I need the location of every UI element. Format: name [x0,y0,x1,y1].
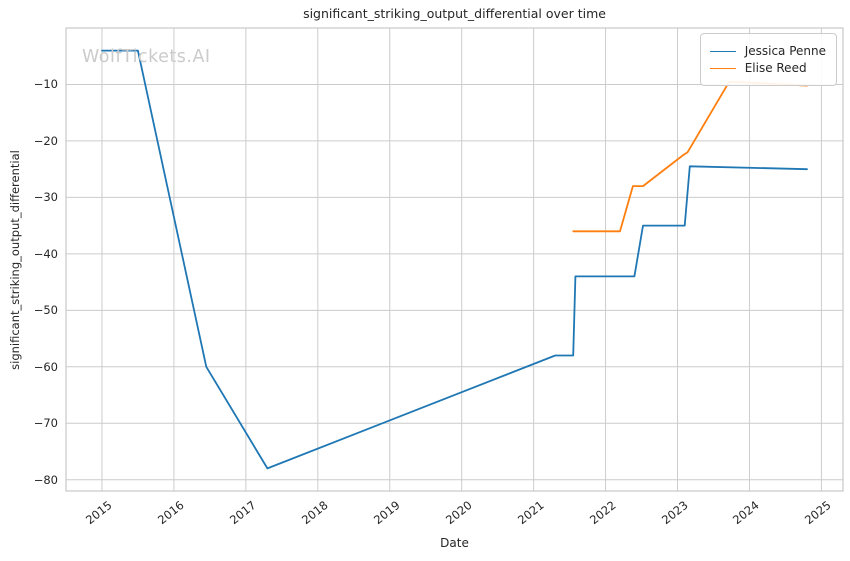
legend-line-swatch-icon [709,50,736,52]
plot-frame [65,27,844,492]
legend-items: Jessica Penne Elise Reed [709,44,826,75]
y-tick-label: −50 [33,303,58,318]
legend-label: Jessica Penne [744,44,826,58]
legend-line-swatch-icon [709,67,736,69]
y-tick-label: −70 [33,416,58,431]
chart-title: significant_striking_output_differential… [303,6,606,21]
y-tick-label: −60 [33,359,58,374]
y-tick-label: −40 [33,246,58,261]
watermark: WolfTickets.AI [82,47,211,67]
series-line-elise-reed[interactable] [572,80,808,233]
legend-label: Elise Reed [744,61,807,75]
y-tick-label: −20 [33,133,58,148]
y-tick-label: −10 [33,77,58,92]
y-tick-label: −30 [33,190,58,205]
legend[interactable]: Jessica Penne Elise Reed [699,33,837,86]
y-tick-label: −80 [33,472,58,487]
legend-item-elise-reed[interactable]: Elise Reed [709,61,826,75]
legend-item-jessica-penne[interactable]: Jessica Penne [709,44,826,58]
x-axis-label: Date [440,536,469,550]
series-line-jessica-penne[interactable] [101,49,808,470]
